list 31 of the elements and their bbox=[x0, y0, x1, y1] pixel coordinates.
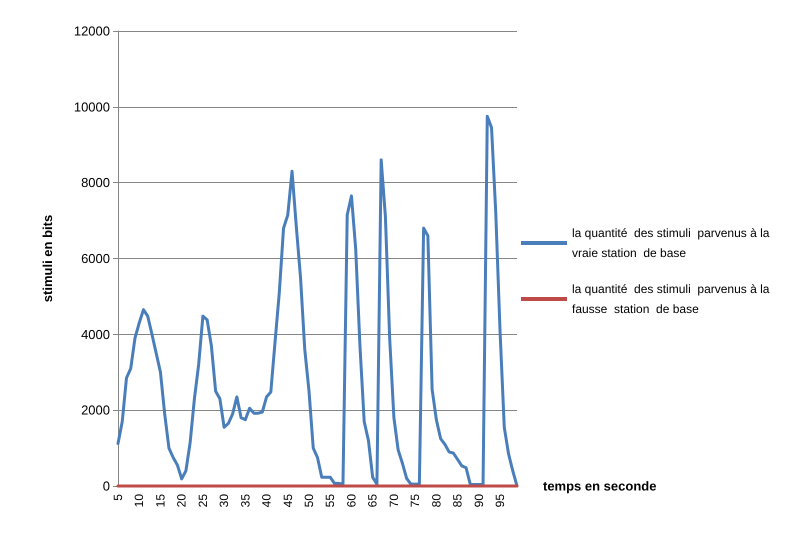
y-tick-label: 10000 bbox=[74, 99, 110, 114]
x-tick-label: 95 bbox=[493, 494, 508, 508]
x-tick-label: 75 bbox=[408, 494, 422, 508]
x-axis-title: temps en seconde bbox=[543, 478, 656, 494]
x-tick-label: 45 bbox=[280, 494, 295, 508]
y-tick-label: 0 bbox=[102, 478, 110, 494]
x-tick-label: 30 bbox=[217, 494, 232, 508]
legend-label: la quantité des stimuli parvenus à la fausse station de base bbox=[572, 282, 773, 316]
x-tick-label: 10 bbox=[132, 494, 146, 508]
y-tick-label: 12000 bbox=[74, 24, 110, 38]
y-tick-label: 4000 bbox=[81, 326, 110, 342]
x-tick-label: 15 bbox=[153, 494, 168, 508]
x-tick-label: 50 bbox=[302, 494, 316, 508]
line-series bbox=[116, 114, 518, 488]
x-tick-label: 5 bbox=[111, 494, 125, 501]
x-tick-label: 25 bbox=[196, 494, 210, 508]
x-tick-label: 70 bbox=[386, 494, 401, 508]
x-tick-label: 60 bbox=[344, 494, 358, 508]
x-tick-label: 55 bbox=[323, 494, 338, 508]
x-tick-label: 90 bbox=[472, 494, 486, 508]
x-tick-label: 35 bbox=[238, 494, 252, 508]
y-tick-label: 8000 bbox=[81, 175, 110, 190]
x-tick-label: 20 bbox=[174, 494, 189, 508]
y-tick-label: 6000 bbox=[81, 251, 110, 266]
y-tick-label: 2000 bbox=[81, 402, 110, 418]
y-axis-title: stimuli en bits bbox=[40, 214, 55, 302]
x-tick-label: 65 bbox=[366, 494, 380, 508]
legend-label: la quantité des stimuli parvenus à la vraie station de base bbox=[572, 226, 773, 260]
x-tick-label: 80 bbox=[429, 494, 444, 508]
x-tick-label: 40 bbox=[260, 494, 274, 508]
x-tick-label: 85 bbox=[450, 494, 465, 508]
